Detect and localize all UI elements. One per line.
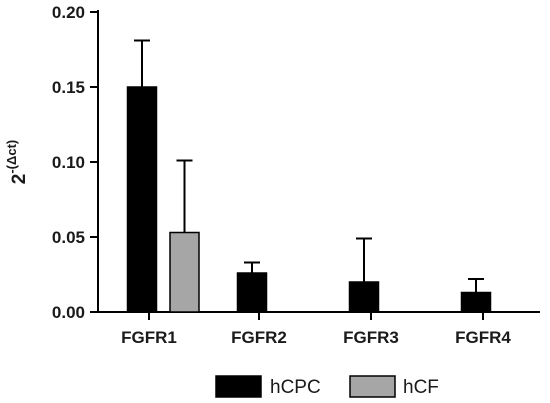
y-tick-label: 0.20 [52,3,85,22]
bar-hcpc-fgfr1 [126,86,158,313]
y-axis-label-superscript: -(Δct) [4,140,19,174]
x-category-label: FGFR2 [231,328,287,347]
chart-error-bars [134,39,484,293]
chart-axes [97,10,540,313]
bar-hcpc-fgfr2 [236,272,268,313]
legend-label-hcpc: hCPC [270,377,321,398]
y-tick-label: 0.15 [52,78,85,97]
chart-bars [126,86,492,313]
bar-hcpc-fgfr4 [460,291,492,313]
y-tick-label: 0.05 [52,228,85,247]
legend-swatch-hcpc [215,375,262,398]
chart-legend: hCPC hCF [215,375,439,398]
x-category-label: FGFR1 [121,328,177,347]
x-category-label: FGFR3 [343,328,399,347]
y-axis-label: 2-(Δct) [4,140,30,184]
chart-category-labels: FGFR1 FGFR2 FGFR3 FGFR4 [121,328,511,347]
x-category-label: FGFR4 [455,328,511,347]
y-axis-label-base: 2 [9,174,30,185]
legend-swatch-hcf [349,375,396,398]
y-tick-label: 0.00 [52,303,85,322]
legend-label-hcf: hCF [403,377,439,398]
bar-hcpc-fgfr3 [348,281,380,313]
chart-ticks: 0.00 0.05 0.10 0.15 0.20 [52,3,484,322]
y-tick-label: 0.10 [52,153,85,172]
bar-hcf-fgfr1 [169,231,200,313]
